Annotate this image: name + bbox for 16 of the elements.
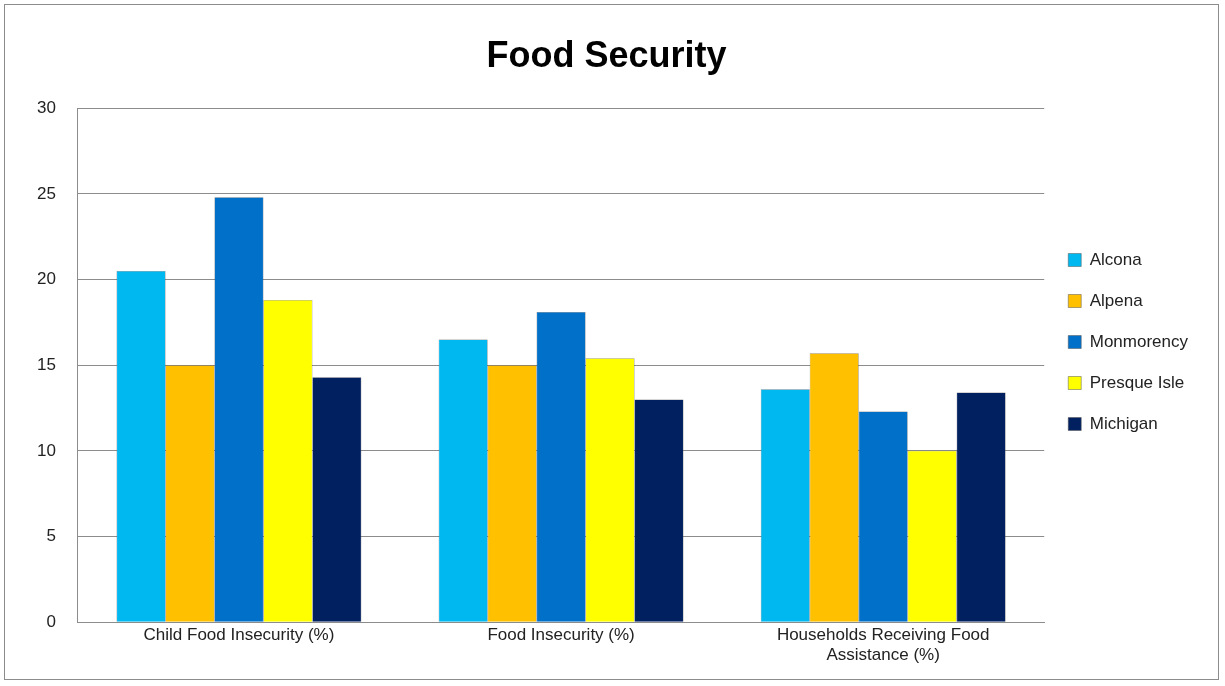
y-tick-label: 0: [46, 611, 56, 631]
y-tick-label: 5: [46, 526, 56, 546]
y-tick-label: 25: [36, 183, 56, 203]
legend-label: Michigan: [1089, 413, 1158, 433]
x-tick-label: Child Food Insecurity (%): [143, 625, 335, 645]
y-tick-label: 30: [36, 97, 56, 117]
chart-title: Food Security: [486, 33, 727, 75]
x-tick-label: Households Receiving Food Assistance (%): [776, 625, 990, 665]
y-tick-label: 10: [36, 440, 56, 460]
legend-label: Presque Isle: [1089, 372, 1185, 392]
y-tick-label: 20: [36, 269, 56, 289]
legend-label: Monmorency: [1089, 331, 1189, 351]
x-tick-label: Food Insecurity (%): [487, 625, 635, 645]
y-tick-label: 15: [36, 354, 56, 374]
legend-label: Alcona: [1089, 249, 1143, 269]
legend-label: Alpena: [1089, 290, 1144, 310]
